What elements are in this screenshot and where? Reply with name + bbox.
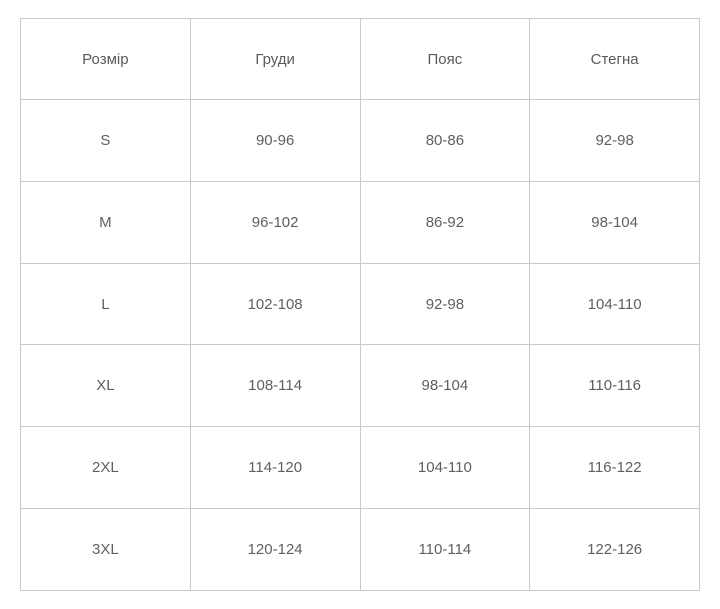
cell-waist: 86-92 [360,181,530,263]
cell-size: L [21,263,191,345]
col-header-waist: Пояс [360,19,530,100]
cell-chest: 120-124 [190,509,360,591]
cell-hips: 116-122 [530,427,700,509]
col-header-hips: Стегна [530,19,700,100]
cell-size: M [21,181,191,263]
table-row: S 90-96 80-86 92-98 [21,100,700,182]
cell-waist: 110-114 [360,509,530,591]
cell-size: S [21,100,191,182]
cell-hips: 122-126 [530,509,700,591]
table-row: 2XL 114-120 104-110 116-122 [21,427,700,509]
cell-hips: 110-116 [530,345,700,427]
table-row: M 96-102 86-92 98-104 [21,181,700,263]
cell-chest: 96-102 [190,181,360,263]
cell-waist: 104-110 [360,427,530,509]
cell-waist: 92-98 [360,263,530,345]
cell-size: 2XL [21,427,191,509]
table-header-row: Розмір Груди Пояс Стегна [21,19,700,100]
table-row: 3XL 120-124 110-114 122-126 [21,509,700,591]
cell-hips: 98-104 [530,181,700,263]
col-header-chest: Груди [190,19,360,100]
col-header-size: Розмір [21,19,191,100]
cell-waist: 98-104 [360,345,530,427]
cell-hips: 104-110 [530,263,700,345]
cell-chest: 108-114 [190,345,360,427]
size-chart-table: Розмір Груди Пояс Стегна S 90-96 80-86 9… [20,18,700,591]
cell-hips: 92-98 [530,100,700,182]
table-row: L 102-108 92-98 104-110 [21,263,700,345]
cell-chest: 90-96 [190,100,360,182]
cell-chest: 114-120 [190,427,360,509]
table-row: XL 108-114 98-104 110-116 [21,345,700,427]
cell-size: XL [21,345,191,427]
cell-chest: 102-108 [190,263,360,345]
cell-size: 3XL [21,509,191,591]
cell-waist: 80-86 [360,100,530,182]
